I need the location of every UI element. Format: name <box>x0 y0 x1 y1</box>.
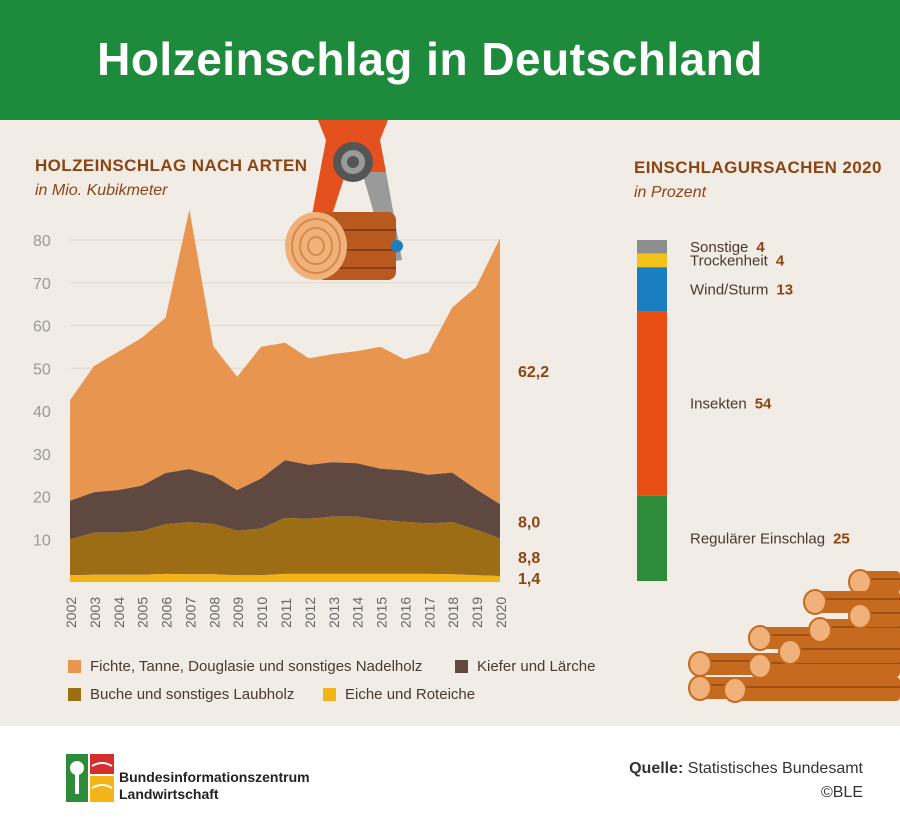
x-axis-ticks: 2002 2003 2004 2005 2006 2007 2008 2009 2010 2011… <box>63 597 509 628</box>
x-tick-label: 2005 <box>135 597 151 628</box>
end-value-label: 8,8 <box>518 550 540 567</box>
x-tick-label: 2014 <box>350 597 366 628</box>
y-tick-label: 10 <box>33 532 51 549</box>
end-value-label: 8,0 <box>518 514 540 531</box>
x-tick-label: 2004 <box>111 597 127 628</box>
log-end <box>778 639 802 665</box>
y-tick-label: 50 <box>33 361 51 378</box>
cause-label-trockenheit: Trockenheit 4 <box>690 252 785 269</box>
x-tick-label: 2016 <box>397 597 413 628</box>
x-tick-label: 2017 <box>421 597 437 628</box>
x-tick-label: 2008 <box>206 597 222 628</box>
area-series-layer <box>70 209 500 582</box>
x-tick-label: 2013 <box>326 597 342 628</box>
area-series-eiche <box>70 573 500 582</box>
log-body <box>790 641 900 663</box>
source-line: Quelle: Statistisches Bundesamt <box>629 760 863 778</box>
cause-label-wind: Wind/Sturm 13 <box>690 281 793 298</box>
cause-segment-trockenheit <box>637 253 667 268</box>
header-banner: Holzeinschlag in Deutschland <box>0 0 900 120</box>
cause-label-insekten: Insekten 54 <box>690 396 772 413</box>
x-tick-label: 2007 <box>182 597 198 628</box>
x-tick-label: 2006 <box>159 597 175 628</box>
legend-swatch-eiche <box>323 688 336 701</box>
y-tick-label: 60 <box>33 319 51 336</box>
x-tick-label: 2019 <box>469 597 485 628</box>
log-end <box>748 625 772 651</box>
legend-swatch-kiefer <box>455 660 468 673</box>
log-body <box>735 679 900 701</box>
source-value: Statistisches Bundesamt <box>687 760 863 777</box>
bar-chart-subtitle: in Prozent <box>634 184 707 201</box>
legend-swatch-buche <box>68 688 81 701</box>
legend-item-buche: Buche und sonstiges Laubholz <box>68 686 294 703</box>
x-tick-label: 2010 <box>254 597 270 628</box>
copyright: ©BLE <box>820 784 863 801</box>
page-title: Holzeinschlag in Deutschland <box>97 33 763 85</box>
legend-label-eiche: Eiche und Roteiche <box>345 686 476 703</box>
log-pile-illustration <box>688 569 900 703</box>
legend-item-eiche: Eiche und Roteiche <box>323 686 475 703</box>
log-end <box>723 677 747 703</box>
x-tick-label: 2018 <box>445 597 461 628</box>
area-series-kiefer <box>70 460 500 540</box>
x-tick-label: 2012 <box>302 597 318 628</box>
x-tick-label: 2003 <box>87 597 103 628</box>
org-name-line1: Bundesinformationszentrum <box>119 769 310 785</box>
cause-label-regulaer: Regulärer Einschlag 25 <box>690 530 850 547</box>
y-tick-label: 30 <box>33 447 51 464</box>
legend-item-kiefer: Kiefer und Lärche <box>455 658 595 675</box>
y-tick-label: 70 <box>33 276 51 293</box>
footer: Bundesinformationszentrum Landwirtschaft <box>0 726 900 839</box>
cause-segment-sonstige <box>637 240 667 254</box>
cause-segment-regulaer <box>637 495 667 581</box>
log-end <box>688 675 712 701</box>
x-tick-label: 2020 <box>493 597 509 628</box>
legend-label-buche: Buche und sonstiges Laubholz <box>90 686 295 703</box>
bar-chart-title: EINSCHLAGURSACHEN 2020 <box>634 158 882 177</box>
cause-segment-insekten <box>637 311 667 496</box>
legend-label-kiefer: Kiefer und Lärche <box>477 658 596 675</box>
area-chart-subtitle: in Mio. Kubikmeter <box>35 182 168 199</box>
log-end <box>848 603 872 629</box>
x-tick-label: 2009 <box>230 597 246 628</box>
legend-item-nadelholz: Fichte, Tanne, Douglasie und sonstiges N… <box>68 658 422 675</box>
area-series-nadelholz <box>70 209 500 505</box>
y-tick-label: 40 <box>33 404 51 421</box>
end-value-label: 1,4 <box>518 571 540 588</box>
end-value-label: 62,2 <box>518 364 549 381</box>
org-name-line2: Landwirtschaft <box>119 786 219 802</box>
ble-logo-icon <box>66 754 114 802</box>
x-tick-label: 2015 <box>374 597 390 628</box>
y-tick-label: 80 <box>33 233 51 250</box>
crane-log-illustration <box>285 120 403 280</box>
x-tick-label: 2002 <box>63 597 79 628</box>
legend-swatch-nadelholz <box>68 660 81 673</box>
cause-segment-wind <box>637 267 667 312</box>
cause-bar-segments <box>637 240 667 581</box>
source-label: Quelle: <box>629 760 684 777</box>
y-axis-ticks: 10 20 30 40 50 60 70 80 <box>33 233 51 549</box>
area-chart-title: HOLZEINSCHLAG NACH ARTEN <box>35 156 308 175</box>
x-tick-label: 2011 <box>278 598 294 628</box>
end-value-labels: 62,2 8,0 8,8 1,4 <box>518 364 549 588</box>
log-end <box>803 589 827 615</box>
area-series-buche <box>70 516 500 576</box>
legend-label-nadelholz: Fichte, Tanne, Douglasie und sonstiges N… <box>90 658 423 675</box>
y-tick-label: 20 <box>33 490 51 507</box>
cause-label-sonstige: Sonstige 4 <box>690 239 765 256</box>
